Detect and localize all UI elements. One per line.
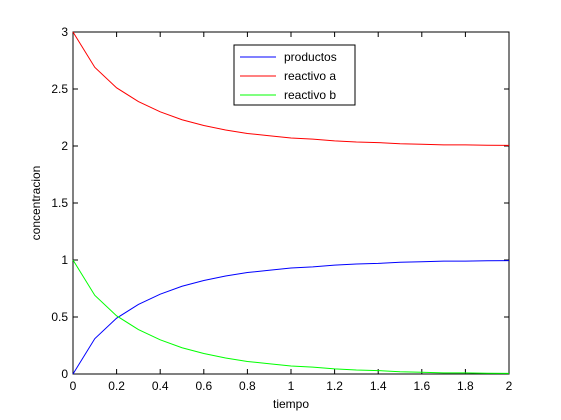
x-tick-label: 2 [506,379,513,393]
x-tick-label: 0.6 [195,379,212,393]
y-tick-label: 3 [61,25,68,39]
x-axis-label: tiempo [273,397,309,411]
axis-ticks: 0 0.2 0.4 0.6 0.8 1 1.2 1.4 1.6 1.8 2 0 0.5 1 1.5 2 2.5 3 [51,25,512,393]
series-line-reactivo-b [72,259,510,374]
legend: productos reactivo a reactivo b [233,44,356,106]
y-axis-label: concentracion [29,166,43,241]
y-tick-label: 1.5 [51,196,68,210]
x-tick-label: 0.2 [108,379,125,393]
legend-label: productos [284,50,337,64]
x-tick-label: 1.4 [370,379,387,393]
x-tick-label: 0.8 [239,379,256,393]
legend-label: reactivo b [284,88,336,102]
y-tick-label: 2 [61,139,68,153]
series-line-productos [72,260,510,375]
x-tick-label: 0.4 [152,379,169,393]
y-tick-label: 2.5 [51,82,68,96]
x-tick-label: 1.8 [457,379,474,393]
x-tick-label: 1 [288,379,295,393]
y-tick-label: 0 [61,367,68,381]
x-tick-label: 0 [70,379,77,393]
series-lines [72,31,510,375]
x-tick-label: 1.2 [326,379,343,393]
y-tick-label: 1 [61,253,68,267]
legend-label: reactivo a [284,69,336,83]
series-line-reactivo-a [72,31,510,146]
x-tick-label: 1.6 [413,379,430,393]
y-tick-label: 0.5 [51,310,68,324]
